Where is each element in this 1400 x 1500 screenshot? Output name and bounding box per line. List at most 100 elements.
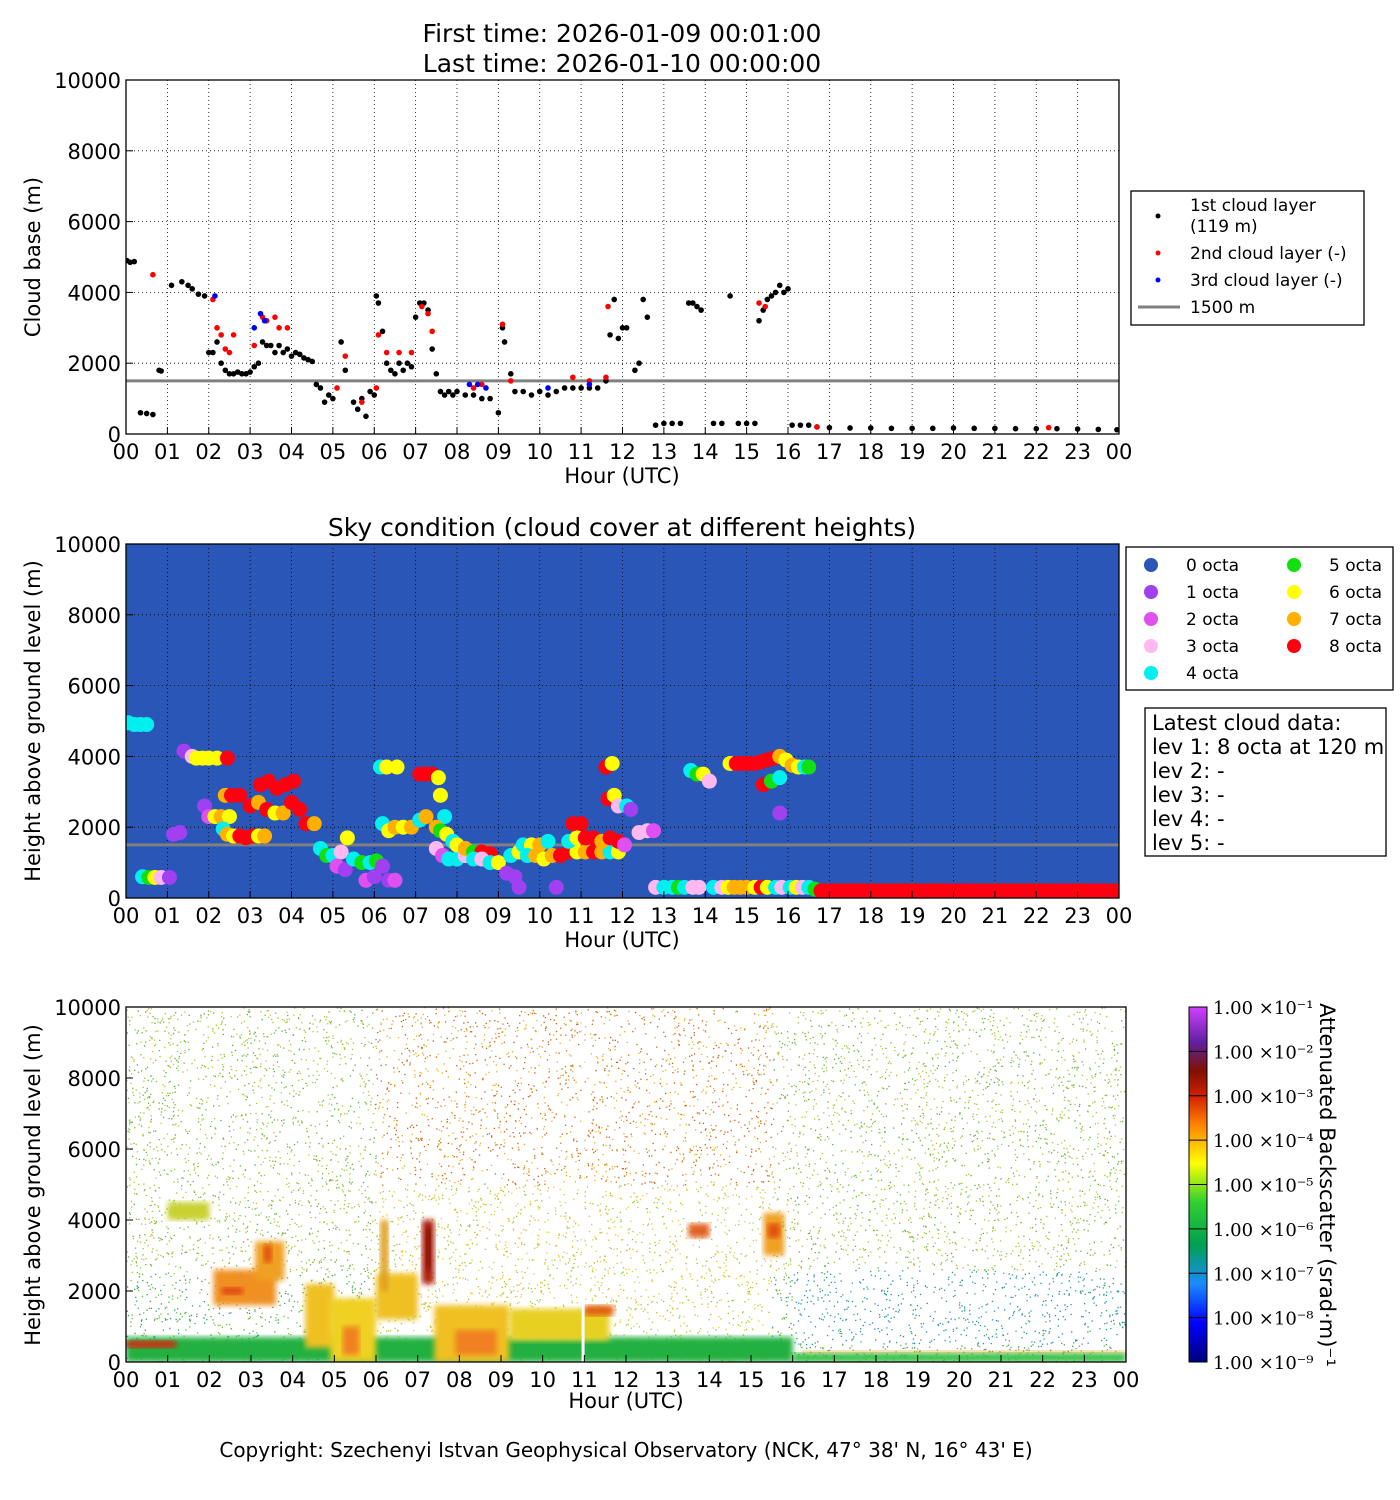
panel3-ytick-label: 2000 (68, 1280, 121, 1304)
panel3-xtick-label: 12 (613, 1368, 640, 1392)
cloud-layer1-point (578, 385, 584, 391)
octa-6-point (379, 759, 395, 775)
panel2-xtick-label: 14 (692, 904, 719, 928)
octa-legend-marker (1144, 558, 1158, 572)
cloud-layer1-point (1114, 426, 1119, 433)
octa-legend-marker (1287, 585, 1301, 599)
cloud-layer1-point (288, 353, 295, 359)
latest-lev4: lev 4: - (1152, 807, 1225, 831)
panel2-xtick-label: 02 (195, 904, 222, 928)
panel2-xtick-label: 16 (775, 904, 802, 928)
octa-1-point (511, 879, 527, 895)
cloud-layer1-point (400, 367, 407, 374)
panel3-ylabel: Height above ground level (m) (21, 1024, 45, 1346)
cloud-layer2-point (383, 349, 390, 356)
panel2-xtick-label: 21 (982, 904, 1009, 928)
cloud-layer1-point (383, 360, 390, 367)
cloud-layer1-point (536, 388, 543, 395)
octa-8-point (1106, 883, 1119, 898)
cloud-layer1-point (764, 296, 771, 303)
panel3-xtick-label: 00 (113, 1368, 140, 1392)
octa-1-point (366, 869, 382, 885)
octa-1-point (161, 869, 177, 885)
cloud-layer1-point (507, 371, 514, 377)
cloud-layer1-point (396, 360, 402, 367)
copyright: Copyright: Szechenyi Istvan Geophysical … (219, 1438, 1032, 1462)
colorbar-tick-label: 1.00 ×10⁻² (1213, 1042, 1314, 1063)
panel3-xtick-label: 08 (446, 1368, 473, 1392)
cloud-layer1-point (276, 342, 282, 349)
panel1-xtick-label: 15 (733, 440, 760, 464)
cloud-layer3-point (261, 317, 268, 324)
octa-2-point (617, 837, 633, 853)
legend-marker-layer2 (1155, 250, 1161, 256)
octa-5-point (801, 759, 817, 775)
cloud-layer1-point (971, 425, 977, 432)
octa-legend-marker (1144, 612, 1158, 626)
cloud-layer1-point (561, 385, 568, 391)
cloud-layer1-point (640, 296, 646, 303)
panel2-xtick-label: 08 (444, 904, 471, 928)
noise-dots (376, 1007, 773, 1186)
octa-legend-label: 4 octa (1186, 664, 1239, 684)
octa-7-point (275, 805, 291, 821)
cloud-layer1-point (685, 300, 692, 306)
colorbar-tick-label: 1.00 ×10⁻⁹ (1213, 1353, 1314, 1374)
cloud-layer1-point (743, 420, 750, 427)
cloud-layer3-point (586, 381, 593, 388)
cloud-layer1-point (528, 392, 535, 398)
panel2-xtick-label: 09 (485, 904, 512, 928)
cloud-layer2-point (762, 303, 769, 310)
cloud-layer1-point (805, 422, 812, 428)
cloud-layer1-point (470, 392, 477, 398)
noise-dots (794, 1269, 1126, 1346)
cloud-layer1-point (222, 367, 229, 374)
cloud-layer1-point (888, 425, 895, 432)
octa-6-point (389, 759, 405, 775)
cloud-layer2-point (373, 385, 380, 391)
octa-4-point (540, 833, 556, 849)
panel3-xtick-label: 21 (988, 1368, 1015, 1392)
cloud-layer2-point (251, 342, 258, 349)
latest-lev1: lev 1: 8 octa at 120 m (1152, 735, 1384, 759)
colorbar-tick-label: 1.00 ×10⁻³ (1213, 1087, 1314, 1108)
cloud-layer1-point (768, 293, 775, 299)
panel3-xtick-label: 01 (154, 1368, 181, 1392)
panel1-xtick-label: 22 (1023, 440, 1050, 464)
cloud-layer1-point (752, 420, 758, 427)
panel2-xtick-label: 22 (1023, 904, 1050, 928)
cloud-feature (263, 1244, 272, 1263)
panel2-xtick-label: 07 (402, 904, 429, 928)
panel1-xtick-label: 11 (568, 440, 595, 464)
panel2-xtick-label: 05 (320, 904, 347, 928)
cloud-layer1-point (388, 367, 394, 374)
cloud-layer1-point (781, 289, 787, 296)
cloud-layer1-point (218, 360, 224, 367)
cloud-feature (380, 1220, 389, 1291)
panel3-background (126, 1007, 1126, 1362)
panel1-ytick-label: 10000 (54, 69, 121, 93)
octa-3-point (701, 773, 717, 789)
cloud-layer2-point (375, 332, 382, 338)
cloud-layer1-point (205, 349, 212, 356)
octa-1-point (375, 858, 391, 874)
panel1-xtick-label: 01 (154, 440, 181, 464)
colorbar-tick-label: 1.00 ×10⁻¹ (1213, 998, 1314, 1019)
panel3-ytick-label: 8000 (68, 1067, 121, 1091)
cloud-layer1-point (652, 422, 659, 428)
panel3-xtick-label: 02 (196, 1368, 223, 1392)
octa-6-point (432, 787, 448, 803)
cloud-layer1-point (251, 363, 258, 370)
cloud-layer1-point (450, 392, 456, 398)
panel3-xtick-label: 17 (821, 1368, 848, 1392)
panel1-xtick-label: 17 (816, 440, 843, 464)
panel2-xtick-label: 00 (1106, 904, 1133, 928)
cloud-layer1-point (375, 300, 382, 306)
panel3-xtick-label: 10 (529, 1368, 556, 1392)
panel2-xtick-label: 03 (237, 904, 264, 928)
cloud-layer1-point (756, 317, 762, 324)
panel2: Sky condition (cloud cover at different … (21, 513, 1394, 952)
cloud-layer1-point (195, 291, 202, 297)
cloud-layer2-point (222, 346, 229, 352)
latest-lev2: lev 2: - (1152, 759, 1225, 783)
